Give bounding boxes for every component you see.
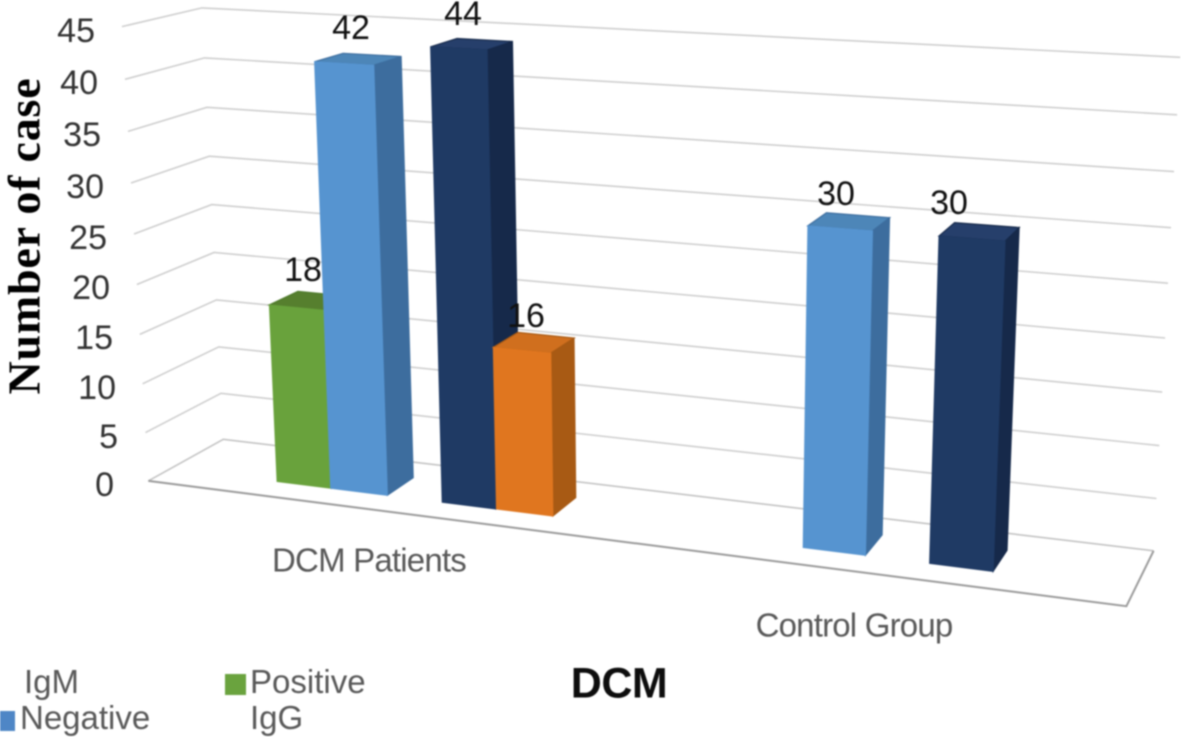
svg-text:20: 20 — [72, 269, 110, 307]
svg-text:Negative: Negative — [20, 699, 150, 736]
svg-text:45: 45 — [57, 12, 95, 50]
svg-text:18: 18 — [284, 251, 322, 289]
svg-text:IgM: IgM — [24, 663, 79, 700]
svg-text:30: 30 — [66, 168, 104, 206]
svg-text:25: 25 — [69, 219, 107, 257]
svg-text:IgG: IgG — [250, 699, 303, 736]
svg-text:16: 16 — [507, 297, 545, 335]
svg-text:Number of case: Number of case — [0, 78, 50, 395]
svg-text:DCM: DCM — [571, 659, 667, 707]
svg-text:44: 44 — [444, 0, 482, 33]
svg-text:30: 30 — [817, 175, 855, 213]
svg-text:5: 5 — [99, 418, 118, 456]
svg-text:0: 0 — [95, 466, 114, 504]
svg-text:30: 30 — [930, 184, 968, 222]
svg-text:Positive: Positive — [250, 663, 366, 700]
svg-text:35: 35 — [63, 116, 101, 154]
svg-text:42: 42 — [332, 9, 370, 47]
svg-text:Control Group: Control Group — [756, 607, 953, 644]
svg-text:15: 15 — [75, 319, 113, 357]
svg-text:DCM Patients: DCM Patients — [272, 542, 466, 579]
svg-text:40: 40 — [60, 64, 98, 102]
svg-text:10: 10 — [78, 369, 116, 407]
